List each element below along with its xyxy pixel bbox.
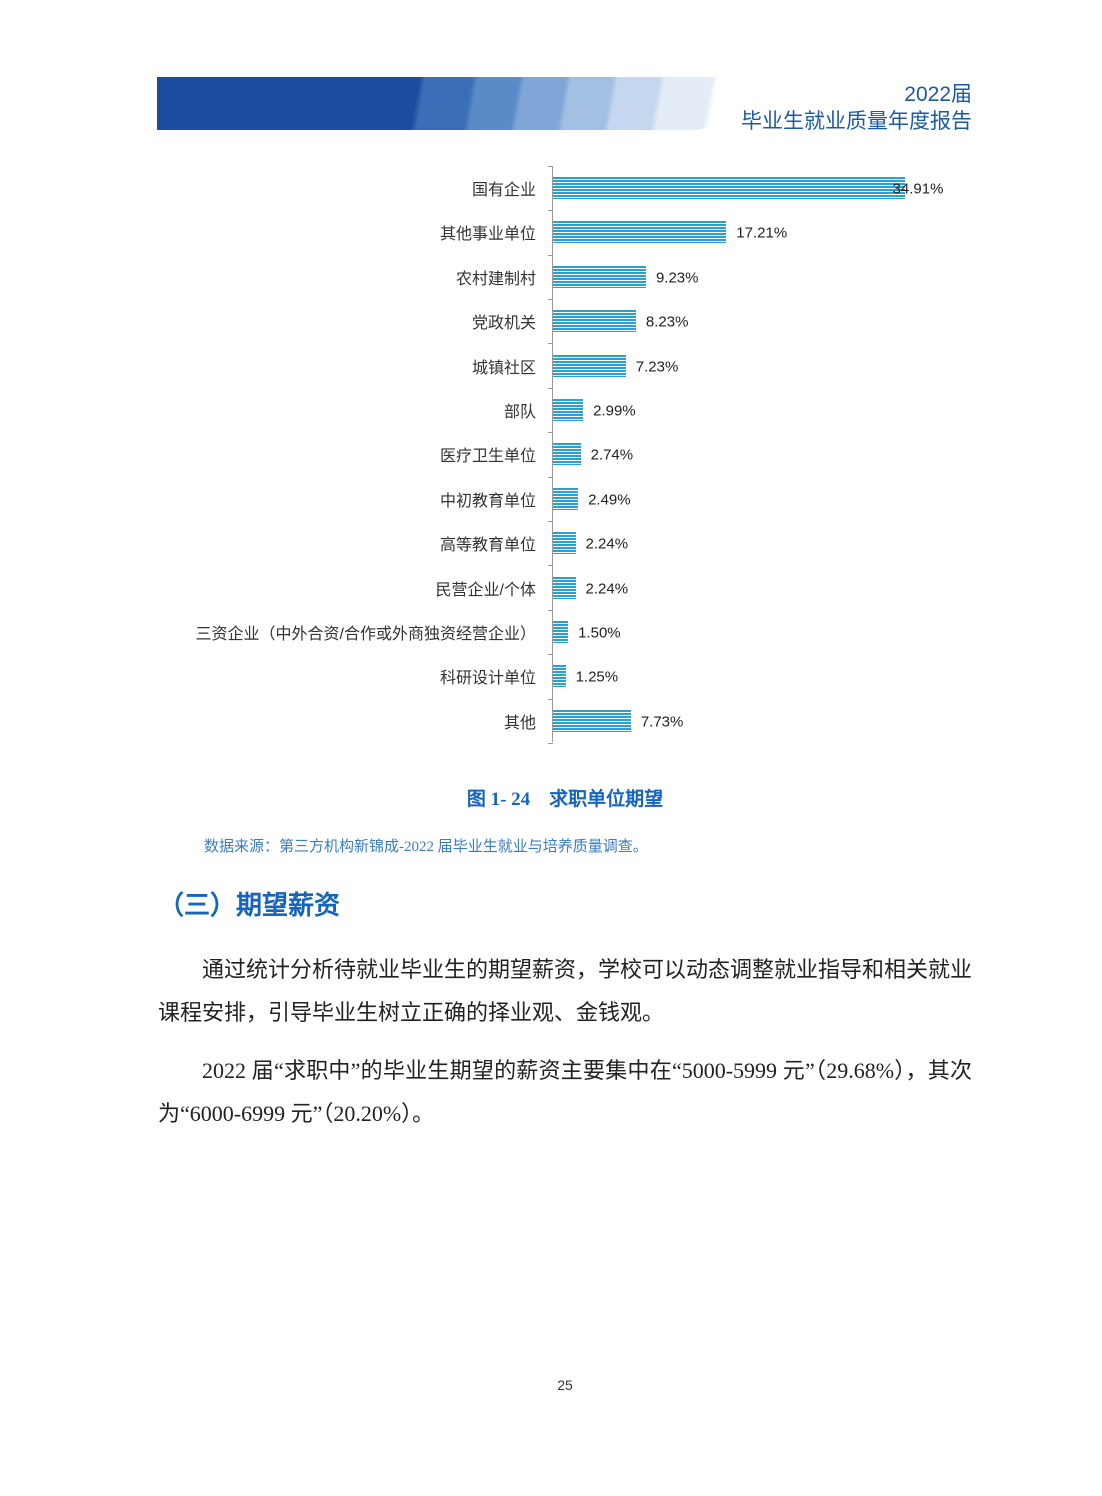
axis-tick bbox=[548, 698, 553, 700]
category-label: 医疗卫生单位 bbox=[439, 448, 536, 466]
data-label: 1.25% bbox=[575, 668, 619, 686]
axis-tick bbox=[548, 609, 553, 611]
data-label: 2.49% bbox=[588, 491, 631, 509]
category-label: 高等教育单位 bbox=[439, 537, 536, 555]
bar bbox=[553, 354, 626, 377]
header-title: 毕业生就业质量年度报告 bbox=[741, 110, 972, 133]
bar bbox=[553, 576, 576, 599]
header-banner bbox=[157, 77, 732, 130]
axis-tick bbox=[548, 476, 553, 478]
axis-tick bbox=[548, 654, 553, 656]
bar bbox=[553, 487, 579, 510]
data-label: 2.24% bbox=[585, 535, 629, 553]
data-label: 17.21% bbox=[736, 224, 788, 242]
bar bbox=[553, 399, 584, 421]
axis-tick bbox=[548, 387, 553, 389]
bar bbox=[553, 665, 566, 688]
axis-tick bbox=[548, 254, 553, 256]
category-label: 科研设计单位 bbox=[439, 670, 536, 688]
category-label: 民营企业/个体 bbox=[435, 581, 536, 599]
category-label: 其他 bbox=[503, 714, 536, 732]
category-label: 城镇社区 bbox=[471, 359, 536, 377]
data-label: 8.23% bbox=[645, 313, 689, 331]
axis-tick bbox=[548, 343, 553, 345]
bar bbox=[553, 221, 727, 244]
bar bbox=[553, 265, 646, 288]
data-label: 2.74% bbox=[590, 446, 634, 464]
data-label: 2.99% bbox=[593, 402, 636, 420]
paragraph: 2022 届“求职中”的毕业生期望的薪资主要集中在“5000-5999 元”（2… bbox=[158, 1058, 972, 1126]
y-axis bbox=[552, 166, 553, 742]
axis-tick bbox=[548, 521, 553, 522]
header-year: 2022届 bbox=[904, 83, 972, 106]
axis-tick bbox=[548, 743, 553, 744]
category-label: 农村建制村 bbox=[455, 270, 536, 288]
axis-tick bbox=[548, 210, 553, 212]
figure-caption: 图 1- 24 求职单位期望 bbox=[466, 789, 664, 810]
bar bbox=[553, 310, 636, 333]
data-label: 1.50% bbox=[578, 624, 621, 642]
category-label: 国有企业 bbox=[471, 182, 536, 199]
data-label: 9.23% bbox=[655, 269, 699, 287]
axis-tick bbox=[548, 299, 553, 300]
section-heading: （三）期望薪资 bbox=[158, 890, 341, 920]
category-label: 部队 bbox=[503, 404, 536, 421]
category-label: 党政机关 bbox=[471, 315, 536, 333]
page-number: 25 bbox=[557, 1377, 573, 1393]
data-label: 34.91% bbox=[892, 180, 944, 198]
data-label: 7.23% bbox=[635, 358, 679, 376]
bar bbox=[553, 709, 631, 732]
paragraph: 通过统计分析待就业毕业生的期望薪资，学校可以动态调整就业指导和相关就业课程安排，… bbox=[158, 957, 973, 1025]
axis-tick bbox=[548, 565, 553, 567]
category-label: 三资企业（中外合资/合作或外商独资经营企业） bbox=[195, 626, 536, 643]
data-label: 7.73% bbox=[640, 713, 684, 731]
axis-tick bbox=[548, 165, 553, 167]
category-label: 中初教育单位 bbox=[439, 492, 536, 510]
category-label: 其他事业单位 bbox=[439, 226, 536, 244]
data-label: 2.24% bbox=[585, 580, 629, 598]
data-source: 数据来源：第三方机构新锦成-2022 届毕业生就业与培养质量调查。 bbox=[204, 839, 648, 855]
axis-tick bbox=[548, 432, 553, 434]
bar bbox=[553, 177, 905, 199]
bar bbox=[553, 443, 581, 466]
bar bbox=[553, 621, 569, 643]
bar-chart: 国有企业 34.91% 其他事业单位 17.21% 农村建制村 9.23% 党政机关 8.23… bbox=[195, 165, 944, 744]
bar bbox=[553, 532, 576, 555]
